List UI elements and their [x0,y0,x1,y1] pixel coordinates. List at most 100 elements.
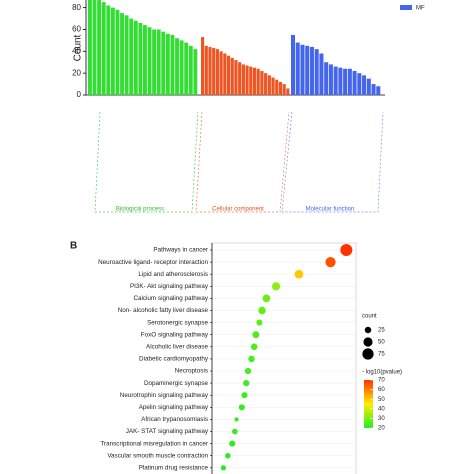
y-tick-label: 80 [72,3,81,12]
plot-frame [211,242,357,474]
panel-label: B [70,241,77,252]
y-tick-label: JAK- STAT signaling pathway [126,428,209,435]
dot [294,269,304,279]
bar [286,88,290,95]
bar [204,45,208,95]
dot [258,306,266,315]
bar [101,2,106,96]
bar [129,18,134,96]
colorbar-label: 20 [378,426,385,432]
colorbar [364,380,373,428]
bar [357,73,362,95]
size-legend-title: count [362,314,377,320]
dot [225,452,231,459]
y-tick-label: Apelin signaling pathway [139,404,209,411]
bar [193,49,198,95]
bar [120,13,124,96]
size-legend-label: 75 [378,352,385,358]
bar [138,22,143,96]
colorbar-label: 40 [378,406,385,412]
bar [314,49,319,95]
bar [88,0,92,96]
size-legend-dot [364,326,372,334]
bar [333,66,338,95]
bar [319,53,324,95]
bar [147,27,152,95]
bar [305,45,310,95]
bar [366,78,371,95]
bar [124,15,129,96]
size-legend-dot [362,348,374,360]
legend-label: MF [416,6,425,12]
colorbar-label: 60 [378,387,385,393]
color-legend-title: - log10(pvalue) [362,370,402,376]
bar [234,60,238,95]
dot [248,355,255,363]
y-tick-label: Neuroactive ligand- receptor interaction [98,259,208,266]
y-tick-label: Vascular smooth muscle contraction [107,452,208,459]
group-label: Cellular component [212,207,264,213]
bar [110,7,115,96]
bar [291,34,296,95]
bar [184,42,189,95]
bar [252,67,257,95]
y-tick-label: Transcriptional misregulation in cancer [100,440,208,447]
bar [230,57,234,95]
bar [271,77,275,95]
bar [256,68,260,95]
bar [219,51,223,95]
bar [133,20,138,96]
y-tick-label: 0 [77,90,82,99]
bar [165,33,170,95]
bar [282,84,286,95]
bar [223,53,227,95]
group-label: Molecular function [306,207,355,213]
y-tick-label: FoxO signaling pathway [141,331,209,338]
bar [208,46,212,95]
bar [156,29,161,96]
y-tick-label: PI3K- Akt signaling pathway [130,283,209,290]
bar [275,79,279,95]
size-legend-dot [363,337,373,347]
bar [295,42,300,95]
y-tick-label: Serotonergic synapse [147,319,208,326]
dot [241,392,248,399]
bar [188,45,193,95]
bar [300,44,305,95]
bar [179,40,184,95]
dot [325,256,336,268]
bar [143,25,147,95]
y-axis-label: Count [73,34,84,61]
bar [106,5,111,95]
dot [220,465,227,471]
bar [215,49,219,95]
bar [362,75,367,95]
dot [234,417,239,422]
bar [309,46,314,95]
group-brackets [94,111,384,213]
bar [260,70,264,95]
bar [328,64,333,95]
bar [152,29,157,96]
bar [241,64,245,95]
y-tick-label: Platinum drug resistance [139,464,209,471]
bar [338,67,343,95]
bar [97,0,102,96]
bar [238,62,242,95]
y-tick-label: Lipid and atherosclerosis [138,271,208,278]
bar [352,70,357,95]
bar [226,55,231,95]
dot [271,282,281,291]
bar [376,86,381,95]
bar [264,73,268,95]
bar [161,31,166,96]
bar [245,65,249,95]
y-tick-label: Non- alcoholic fatty liver disease [118,307,209,314]
dot [238,404,245,411]
y-tick-label: 60 [72,25,81,34]
y-tick-label: 20 [72,68,81,77]
y-tick-label: African trypanosomiasis [141,416,208,423]
bars [88,0,381,96]
bar [115,9,120,96]
